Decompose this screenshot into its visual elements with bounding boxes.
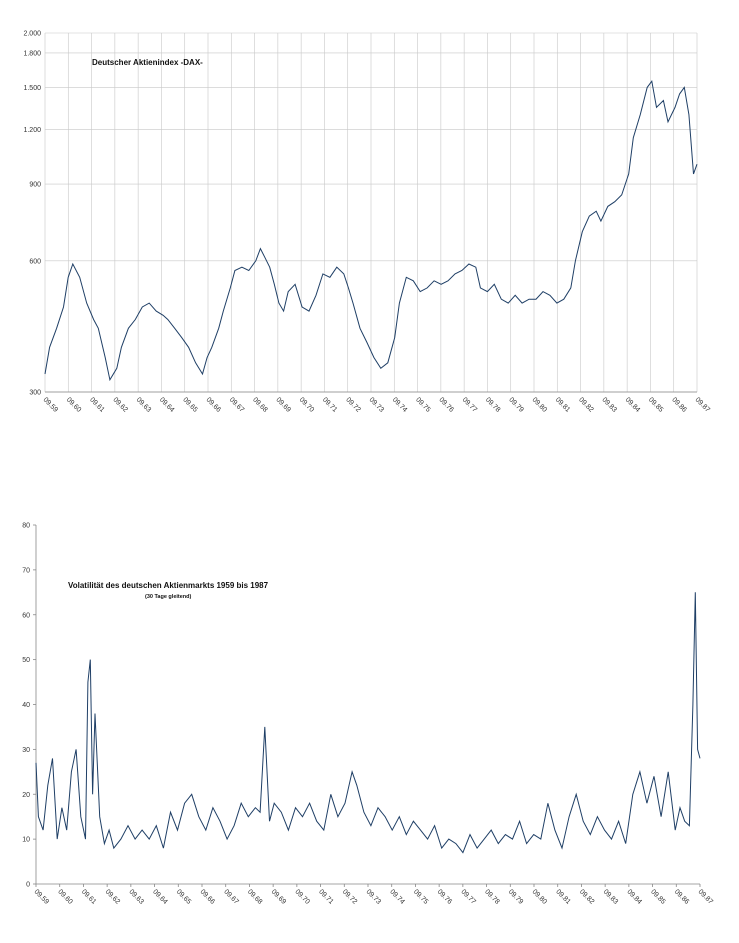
volatility-y-tick-label: 30 [22,747,30,754]
dax-x-tick-label: 09.69 [274,396,291,413]
dax-series-line [44,79,698,382]
dax-x-tick-label: 09.65 [181,396,198,413]
volatility-x-tick-label: 09.78 [483,888,500,905]
volatility-x-tick-label: 09.76 [436,888,453,905]
volatility-x-tick-label: 09.81 [554,888,571,905]
volatility-x-tick-label: 09.60 [56,888,73,905]
dax-x-tick-label: 09.74 [391,396,408,413]
volatility-x-tick-label: 09.68 [246,888,263,905]
dax-x-tick-label: 09.77 [461,396,478,413]
dax-x-tick-label: 09.66 [205,396,222,413]
volatility-y-tick-label: 70 [22,567,30,574]
volatility-x-tick-label: 09.72 [341,888,358,905]
dax-x-tick-label: 09.70 [298,396,315,413]
volatility-x-tick-label: 09.73 [365,888,382,905]
dax-x-axis: 09.59 09.60 09.61 09.62 09.63 09.64 09.65 09.66… [42,391,711,414]
dax-y-tick-label: 300 [29,390,41,397]
volatility-x-tick-label: 09.67 [222,888,239,905]
volatility-x-tick-label: 09.69 [270,888,287,905]
volatility-x-tick-label: 09.77 [459,888,476,905]
volatility-y-tick-label: 40 [22,702,30,709]
volatility-x-tick-label: 09.79 [507,888,524,905]
dax-x-tick-label: 09.61 [88,396,105,413]
dax-x-tick-label: 09.73 [368,396,385,413]
volatility-chart-title: Volatilität des deutschen Aktienmarkts 1… [68,581,269,590]
volatility-x-tick-label: 09.83 [602,888,619,905]
dax-y-axis: 300 600 900 1.200 1.500 1.800 2.000 [23,31,41,397]
volatility-x-tick-label: 09.64 [151,888,168,905]
dax-x-tick-label: 09.78 [484,396,501,413]
dax-x-tick-label: 09.81 [554,396,571,413]
dax-x-tick-label: 09.67 [228,396,245,413]
volatility-chart-subtitle: (30 Tage gleitend) [145,594,192,600]
volatility-x-tick-label: 09.71 [317,888,334,905]
dax-y-tick-label: 1.200 [23,127,41,134]
dax-chart: 300 600 900 1.200 1.500 1.800 2.000 09.59 09.60… [23,31,711,414]
dax-x-tick-label: 09.59 [42,396,59,413]
volatility-y-tick-label: 60 [22,612,30,619]
volatility-x-tick-label: 09.70 [293,888,310,905]
volatility-x-tick-label: 09.80 [531,888,548,905]
volatility-x-tick-label: 09.75 [412,888,429,905]
volatility-y-tick-label: 10 [22,837,30,844]
volatility-x-tick-label: 09.65 [175,888,192,905]
dax-x-tick-label: 09.76 [437,396,454,413]
volatility-x-tick-label: 09.85 [649,888,666,905]
dax-x-tick-label: 09.63 [135,396,152,413]
dax-x-tick-label: 09.87 [694,396,711,413]
dax-x-tick-label: 09.85 [647,396,664,413]
volatility-y-tick-label: 80 [22,523,30,530]
dax-x-tick-label: 09.72 [344,396,361,413]
dax-chart-title: Deutscher Aktienindex -DAX- [92,58,203,67]
volatility-x-tick-label: 09.61 [80,888,97,905]
dax-x-tick-label: 09.64 [158,396,175,413]
dax-x-tick-label: 09.83 [600,396,617,413]
dax-y-tick-label: 900 [29,182,41,189]
dax-y-tick-label: 600 [29,258,41,265]
volatility-x-axis: 09.59 09.60 09.61 09.62 09.63 09.64 09.65 09.66… [33,883,714,906]
volatility-y-axis: 0 10 20 30 40 50 60 70 80 [22,523,37,889]
dax-x-tick-label: 09.62 [111,396,128,413]
dax-grid [44,32,698,393]
dax-x-tick-label: 09.86 [670,396,687,413]
volatility-y-tick-label: 0 [26,882,30,889]
dax-y-tick-label: 1.800 [23,50,41,57]
dax-x-tick-label: 09.68 [251,396,268,413]
volatility-x-tick-label: 09.66 [199,888,216,905]
volatility-y-tick-label: 20 [22,792,30,799]
volatility-x-tick-label: 09.87 [697,888,714,905]
volatility-x-tick-label: 09.59 [33,888,50,905]
volatility-x-tick-label: 09.86 [673,888,690,905]
volatility-series-line [35,592,701,854]
dax-x-tick-label: 09.79 [507,396,524,413]
volatility-x-tick-label: 09.84 [625,888,642,905]
dax-x-tick-label: 09.84 [624,396,641,413]
dax-y-tick-label: 1.500 [23,85,41,92]
dax-x-tick-label: 09.75 [414,396,431,413]
volatility-y-tick-label: 50 [22,657,30,664]
dax-x-tick-label: 09.80 [531,396,548,413]
volatility-x-tick-label: 09.74 [388,888,405,905]
dax-x-tick-label: 09.60 [65,396,82,413]
dax-x-tick-label: 09.71 [321,396,338,413]
dax-y-tick-label: 2.000 [23,31,41,38]
volatility-x-tick-label: 09.63 [127,888,144,905]
dax-x-tick-label: 09.82 [577,396,594,413]
volatility-x-tick-label: 09.62 [104,888,121,905]
volatility-x-tick-label: 09.82 [578,888,595,905]
